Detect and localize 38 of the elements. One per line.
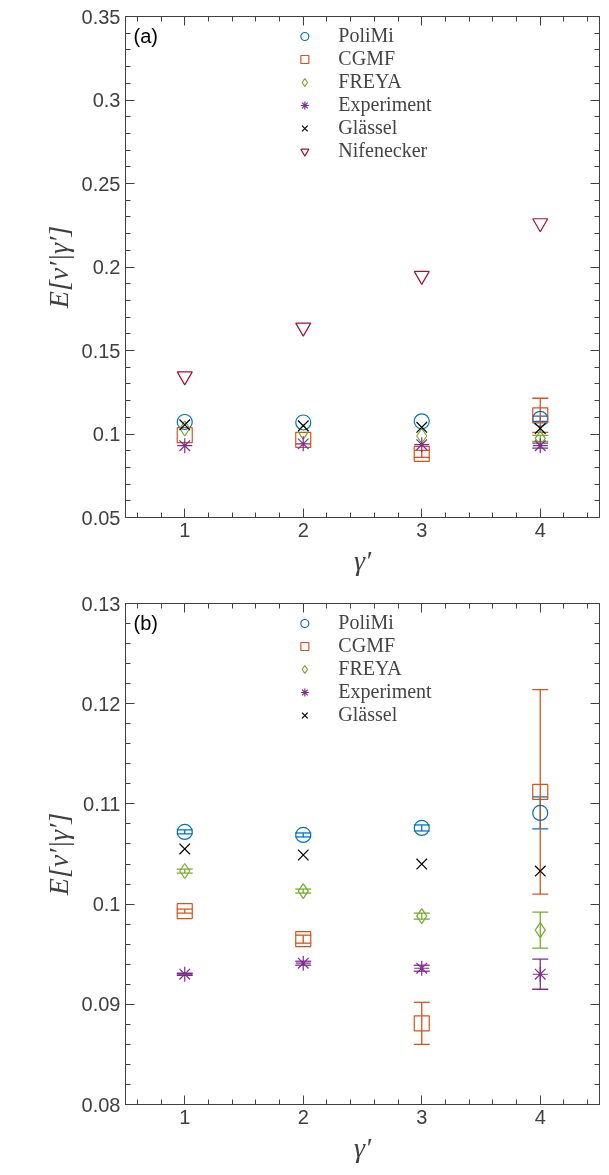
legend-label: CGMF (338, 47, 396, 70)
x-tick-label: 2 (297, 1105, 309, 1128)
legend-label: Nifenecker (338, 139, 428, 162)
annotation: (b) (133, 611, 158, 634)
y-tick-label: 0.2 (92, 256, 121, 278)
y-tick-label: 0.1 (92, 423, 121, 445)
legend-label: Experiment (338, 93, 432, 116)
y-axis-title: E[ν′|γ′] (42, 225, 74, 310)
legend-label: Glässel (338, 703, 398, 726)
x-tick-label: 3 (416, 1105, 428, 1128)
x-tick-label: 3 (416, 518, 428, 541)
x-tick-label: 4 (534, 518, 546, 541)
y-axis-title: E[ν′|γ′] (42, 812, 74, 897)
x-axis-title: γ′ (353, 1131, 372, 1163)
legend-label: Experiment (338, 680, 432, 703)
x-tick-label: 1 (179, 1105, 191, 1128)
x-axis-title: γ′ (353, 544, 372, 576)
y-tick-label: 0.05 (81, 506, 121, 529)
legend-label: PoliMi (338, 24, 394, 47)
x-tick-label: 1 (179, 518, 191, 541)
x-tick-label: 2 (297, 518, 309, 541)
y-tick-label: 0.08 (81, 1093, 121, 1116)
y-tick-label: 0.25 (81, 172, 121, 195)
x-tick-label: 4 (534, 1105, 546, 1128)
y-tick-label: 0.12 (81, 692, 121, 715)
legend-label: Glässel (338, 116, 398, 139)
y-tick-label: 0.13 (81, 592, 121, 615)
legend-label: FREYA (338, 70, 402, 93)
legend-label: CGMF (338, 634, 396, 657)
y-tick-label: 0.11 (83, 792, 121, 815)
y-tick-label: 0.1 (92, 893, 121, 916)
y-tick-label: 0.35 (81, 5, 121, 28)
legend-label: PoliMi (338, 611, 394, 634)
y-tick-label: 0.15 (81, 339, 121, 362)
y-tick-label: 0.3 (92, 89, 121, 111)
annotation: (a) (133, 24, 158, 47)
y-tick-label: 0.09 (81, 993, 121, 1016)
legend-label: FREYA (338, 657, 402, 680)
